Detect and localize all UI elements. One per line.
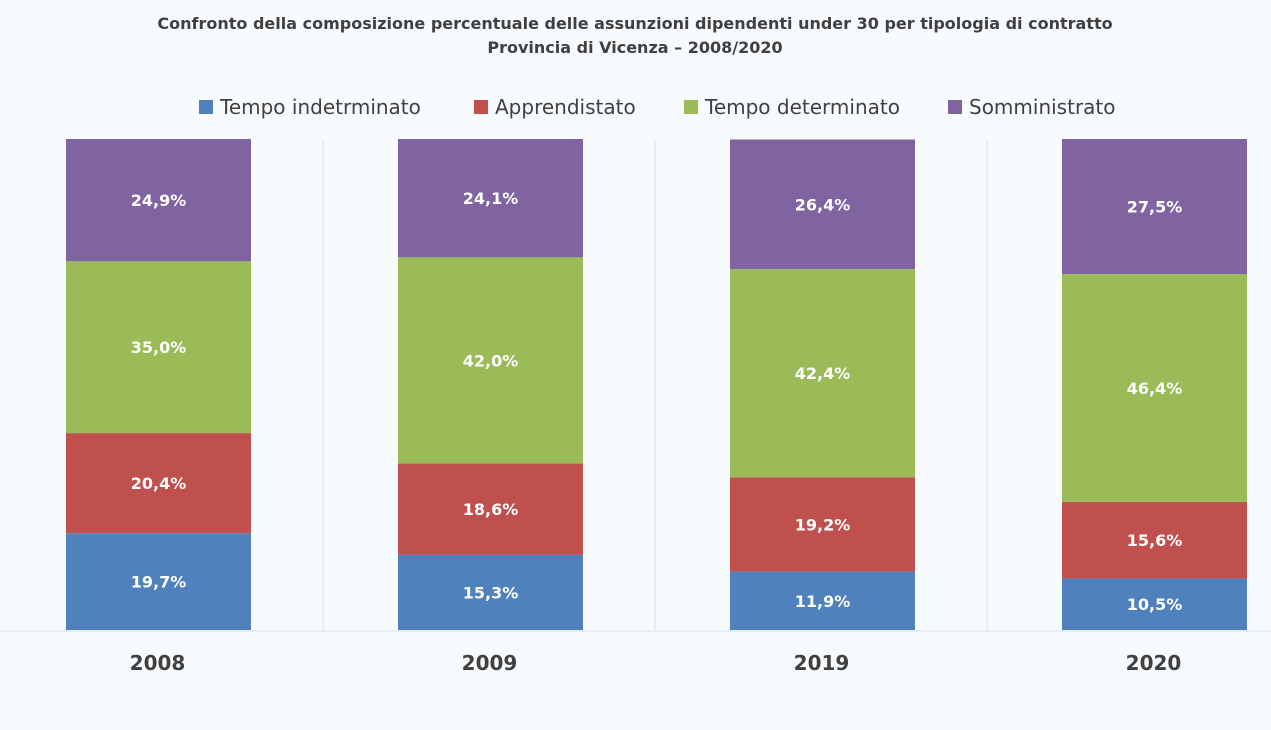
- legend-swatch-apprendistato: [474, 100, 488, 114]
- data-label-apprendistato-2008: 20,4%: [131, 474, 187, 493]
- data-labels: 19,7% 20,4% 35,0% 24,9% 15,3% 18,6% 42,0% 24,1%…: [131, 189, 1183, 614]
- data-label-apprendistato-2020: 15,6%: [1127, 531, 1183, 550]
- bar-segment-somministrato-2019: [730, 139, 915, 270]
- data-label-tempo-determinato-2009: 42,0%: [463, 351, 519, 370]
- bars: [66, 139, 1247, 630]
- data-label-tempo-determinato-2020: 46,4%: [1127, 379, 1183, 398]
- legend-item-apprendistato: Apprendistato: [474, 95, 636, 119]
- data-label-apprendistato-2019: 19,2%: [795, 515, 851, 534]
- chart-title: Confronto della composizione percentuale…: [157, 14, 1112, 33]
- data-label-tempo-indetrminato-2009: 15,3%: [463, 583, 519, 602]
- bar-segment-tempo-determinato-2020: [1062, 274, 1247, 502]
- data-label-tempo-indetrminato-2008: 19,7%: [131, 573, 187, 592]
- category-separators: [322, 139, 988, 630]
- legend-label-tempo-determinato: Tempo determinato: [704, 95, 900, 119]
- data-label-tempo-indetrminato-2020: 10,5%: [1127, 595, 1183, 614]
- bar-segment-tempo-determinato-2008: [66, 261, 251, 434]
- legend-item-tempo-determinato: Tempo determinato: [684, 95, 900, 119]
- x-tick-label-2020: 2020: [1126, 651, 1182, 675]
- x-tick-label-2009: 2009: [462, 651, 518, 675]
- data-label-somministrato-2020: 27,5%: [1127, 198, 1183, 217]
- legend-item-somministrato: Somministrato: [948, 95, 1116, 119]
- bar-segment-apprendistato-2020: [1062, 501, 1247, 579]
- bar-segment-somministrato-2008: [66, 139, 251, 262]
- legend-swatch-tempo-indetrminato: [199, 100, 213, 114]
- bar-segment-tempo-indetrminato-2009: [398, 554, 583, 630]
- legend-label-somministrato: Somministrato: [969, 95, 1116, 119]
- bar-segment-tempo-indetrminato-2019: [730, 571, 915, 630]
- data-label-tempo-determinato-2019: 42,4%: [795, 364, 851, 383]
- data-label-apprendistato-2009: 18,6%: [463, 500, 519, 519]
- legend-swatch-tempo-determinato: [684, 100, 698, 114]
- bar-segment-tempo-determinato-2019: [730, 269, 915, 478]
- legend-label-tempo-indetrminato: Tempo indetrminato: [219, 95, 421, 119]
- legend-swatch-somministrato: [948, 100, 962, 114]
- bar-segment-tempo-indetrminato-2008: [66, 533, 251, 630]
- data-label-tempo-determinato-2008: 35,0%: [131, 338, 187, 357]
- x-tick-label-2019: 2019: [794, 651, 850, 675]
- bar-segment-apprendistato-2019: [730, 477, 915, 572]
- bar-segment-tempo-determinato-2009: [398, 257, 583, 464]
- data-label-somministrato-2019: 26,4%: [795, 195, 851, 214]
- chart-subtitle: Provincia di Vicenza – 2008/2020: [487, 38, 782, 57]
- bar-segment-apprendistato-2008: [66, 433, 251, 534]
- x-tick-label-2008: 2008: [130, 651, 186, 675]
- data-label-somministrato-2009: 24,1%: [463, 189, 519, 208]
- bar-segment-somministrato-2020: [1062, 139, 1247, 275]
- legend-item-tempo-indetrminato: Tempo indetrminato: [199, 95, 421, 119]
- data-label-somministrato-2008: 24,9%: [131, 191, 187, 210]
- data-label-tempo-indetrminato-2019: 11,9%: [795, 592, 851, 611]
- legend-label-apprendistato: Apprendistato: [495, 95, 636, 119]
- legend: Tempo indetrminato Apprendistato Tempo det…: [199, 95, 1116, 119]
- bar-segment-somministrato-2009: [398, 139, 583, 258]
- bar-segment-apprendistato-2009: [398, 463, 583, 555]
- x-axis-ticks: 2008 2009 2019 2020: [130, 651, 1182, 675]
- bar-segment-tempo-indetrminato-2020: [1062, 578, 1247, 630]
